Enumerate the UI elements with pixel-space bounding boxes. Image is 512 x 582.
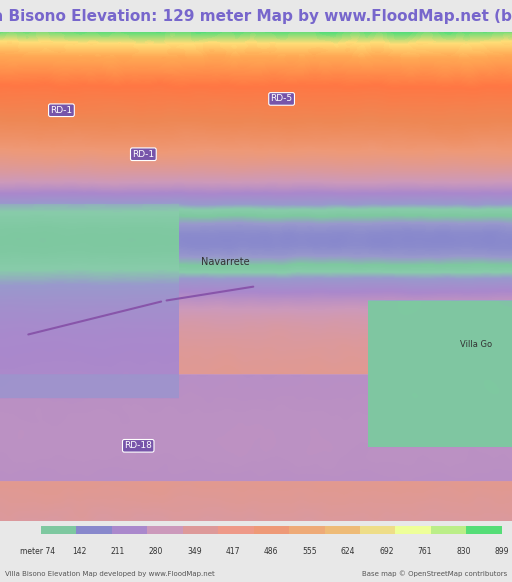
Text: Villa Go: Villa Go [460, 340, 492, 349]
FancyBboxPatch shape [218, 526, 253, 534]
Text: 142: 142 [72, 547, 87, 556]
FancyBboxPatch shape [253, 526, 289, 534]
Text: RD-1: RD-1 [50, 106, 73, 115]
Text: 899: 899 [495, 547, 509, 556]
FancyBboxPatch shape [360, 526, 395, 534]
FancyBboxPatch shape [325, 526, 360, 534]
FancyBboxPatch shape [466, 526, 502, 534]
Text: 211: 211 [111, 547, 125, 556]
Text: 555: 555 [303, 547, 317, 556]
Text: 761: 761 [418, 547, 432, 556]
FancyBboxPatch shape [289, 526, 325, 534]
FancyBboxPatch shape [183, 526, 218, 534]
FancyBboxPatch shape [112, 526, 147, 534]
Text: Base map © OpenStreetMap contributors: Base map © OpenStreetMap contributors [361, 570, 507, 577]
Text: 349: 349 [187, 547, 202, 556]
Text: 280: 280 [149, 547, 163, 556]
FancyBboxPatch shape [147, 526, 183, 534]
Text: RD-1: RD-1 [132, 150, 155, 159]
Text: RD-5: RD-5 [270, 94, 293, 104]
Text: Navarrete: Navarrete [201, 257, 249, 267]
Text: 417: 417 [226, 547, 240, 556]
FancyBboxPatch shape [395, 526, 431, 534]
Text: 692: 692 [379, 547, 394, 556]
FancyBboxPatch shape [431, 526, 466, 534]
Text: 830: 830 [456, 547, 471, 556]
Text: RD-18: RD-18 [124, 441, 152, 450]
Text: 624: 624 [341, 547, 355, 556]
Text: meter 74: meter 74 [20, 547, 56, 556]
FancyBboxPatch shape [41, 526, 76, 534]
Text: 486: 486 [264, 547, 279, 556]
Text: Villa Bisono Elevation: 129 meter Map by www.FloodMap.net (beta): Villa Bisono Elevation: 129 meter Map by… [0, 9, 512, 23]
Text: Villa Bisono Elevation Map developed by www.FloodMap.net: Villa Bisono Elevation Map developed by … [5, 571, 215, 577]
FancyBboxPatch shape [76, 526, 112, 534]
